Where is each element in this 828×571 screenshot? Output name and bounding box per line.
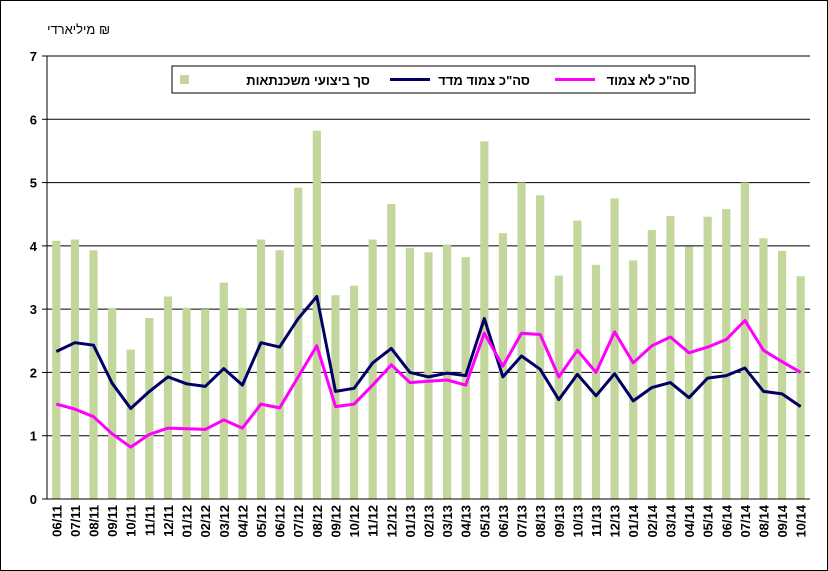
bar [331,295,340,499]
bar [666,216,675,499]
x-tick-label: 03/12 [217,505,232,538]
legend-symbol [180,75,189,84]
x-tick-label: 11/11 [142,505,157,536]
legend-label: סך ביצועי משכנתאות [246,73,370,88]
bar [796,276,805,499]
x-tick-label: 11/12 [366,505,381,537]
legend-label: סה"כ לא צמוד [607,73,690,88]
bar [573,220,582,500]
x-tick-label: 01/14 [626,504,641,537]
x-tick-label: 05/13 [477,505,492,538]
x-tick-label: 01/12 [180,505,195,538]
x-tick-label: 10/14 [794,504,809,537]
bar [201,309,210,499]
y-tick-label: 6 [30,112,37,127]
bar [256,239,266,499]
bar [312,130,321,500]
x-tick-label: 03/14 [663,504,678,537]
bar [52,240,61,499]
line-series [55,295,802,410]
bar [126,349,135,499]
bar [349,285,359,499]
x-tick-label: 02/14 [645,504,660,537]
x-tick-label: 06/13 [496,505,511,538]
x-tick-label: 02/13 [422,505,437,538]
line-series [55,319,802,449]
x-tick-label: 10/11 [124,505,139,537]
x-tick-label: 08/14 [756,504,771,537]
x-tick-label: 07/13 [515,505,530,538]
bar [740,182,749,500]
bar [703,216,712,499]
x-tick-label: 11/13 [589,505,604,537]
x-tick-label: 05/12 [254,505,269,538]
x-tick-label: 02/12 [198,505,213,538]
x-tick-label: 07/11 [68,505,83,537]
bar [647,230,656,500]
bar [70,239,80,499]
bar [722,209,731,499]
x-tick-label: 07/14 [738,504,753,537]
bar [517,182,526,500]
bar [629,260,638,499]
x-tick-label: 10/13 [570,505,585,538]
x-tick-label: 09/14 [775,504,790,537]
x-tick-label: 05/14 [701,504,716,537]
y-tick-label: 4 [30,239,38,254]
x-tick-label: 09/13 [552,505,567,538]
bar [163,296,173,499]
bar [536,195,545,499]
bar [554,275,563,499]
y-tick-label: 0 [30,492,37,507]
y-tick-label: 2 [30,365,37,380]
x-tick-label: 01/13 [403,505,418,538]
bar [294,187,303,500]
bar [182,307,191,499]
y-axis-label: מיליארדי ₪ [47,22,110,37]
x-tick-label: 08/11 [87,505,102,537]
bar [591,264,601,499]
bar [368,239,377,499]
x-tick-label: 08/13 [533,505,548,538]
bar [145,318,154,499]
x-tick-label: 12/12 [384,505,399,538]
y-tick-label: 7 [30,49,37,64]
x-tick-label: 12/13 [608,505,623,538]
x-tick-label: 04/12 [235,505,250,538]
x-tick-label: 06/11 [49,505,64,537]
x-tick-label: 10/12 [347,505,362,538]
legend-box [171,65,696,94]
bar [238,307,247,499]
x-tick-label: 06/12 [273,505,288,538]
x-tick-label: 06/14 [719,504,734,537]
x-tick-label: 09/11 [105,505,120,537]
bar [759,238,768,499]
x-tick-label: 04/14 [682,504,697,537]
bar [275,250,284,499]
x-tick-label: 08/12 [310,505,325,538]
y-tick-label: 1 [30,429,37,444]
y-tick-label: 5 [30,176,37,191]
x-tick-label: 07/12 [291,505,306,538]
x-tick-label: 04/13 [459,505,474,538]
bar [219,282,228,499]
bar [89,250,98,499]
bar [777,250,787,499]
legend-label: סה"כ צמוד מדד [438,73,530,88]
bar [610,198,619,499]
y-tick-label: 3 [30,302,37,317]
x-tick-label: 09/12 [328,505,343,538]
bar [387,204,396,500]
bar [684,246,694,499]
x-tick-label: 03/13 [440,505,455,538]
bar [461,257,470,499]
x-tick-label: 12/11 [161,505,176,537]
bar [108,307,117,499]
